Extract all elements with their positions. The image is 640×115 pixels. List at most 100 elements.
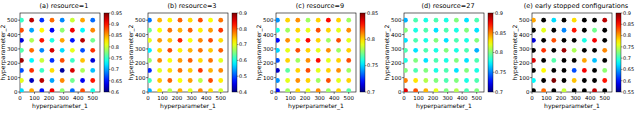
point — [157, 78, 162, 83]
point — [434, 18, 439, 23]
point — [592, 28, 597, 33]
point — [50, 88, 55, 92]
point — [29, 38, 34, 43]
point — [167, 38, 172, 43]
point — [464, 28, 469, 33]
point — [444, 38, 449, 43]
y-axis-label: hyperparameter_2 — [127, 24, 135, 80]
point — [602, 18, 607, 23]
point — [532, 38, 536, 43]
point — [572, 48, 577, 53]
point — [198, 28, 203, 33]
y-tick-label: 400 — [519, 32, 530, 38]
y-tick — [18, 92, 20, 93]
point — [148, 48, 152, 53]
point — [423, 28, 428, 33]
point — [208, 48, 213, 53]
point — [423, 68, 428, 73]
y-tick — [18, 63, 20, 64]
y-tick — [402, 77, 404, 78]
point — [20, 58, 24, 63]
x-tick-label: 400 — [73, 95, 84, 101]
point — [295, 18, 300, 23]
figure: (a) resource=101002003004005000100200300… — [0, 0, 640, 115]
y-tick-label: 100 — [135, 75, 146, 81]
y-tick — [274, 77, 276, 78]
point — [434, 78, 439, 83]
point — [20, 48, 24, 53]
point — [167, 48, 172, 53]
point — [39, 18, 44, 23]
points — [404, 18, 479, 92]
y-tick — [274, 63, 276, 64]
colorbar-tick-label: 0.9 — [623, 10, 631, 16]
point — [90, 78, 95, 83]
y-tick — [146, 92, 148, 93]
point — [562, 48, 567, 53]
point — [70, 48, 75, 53]
point — [188, 88, 193, 92]
title: (e) early stopped configurations — [524, 2, 629, 10]
point — [178, 18, 183, 23]
y-tick-label: 300 — [263, 46, 274, 52]
point — [404, 58, 408, 63]
early-stopped-point — [551, 68, 556, 73]
point — [60, 58, 65, 63]
point — [60, 18, 65, 23]
y-tick-label: 0 — [398, 89, 402, 95]
early-stopped-point — [582, 18, 587, 23]
point — [541, 48, 546, 53]
point — [178, 78, 183, 83]
point — [474, 78, 479, 83]
point — [29, 28, 34, 33]
points — [148, 18, 223, 92]
y-tick — [530, 48, 532, 49]
point — [276, 48, 280, 53]
y-tick — [146, 48, 148, 49]
early-stopped-point — [592, 18, 597, 23]
point — [218, 48, 223, 53]
point — [434, 58, 439, 63]
point — [336, 68, 341, 73]
point — [464, 68, 469, 73]
early-stopped-point — [562, 38, 567, 43]
point — [218, 68, 223, 73]
point — [454, 88, 459, 92]
point — [70, 38, 75, 43]
point — [188, 58, 193, 63]
point — [474, 28, 479, 33]
early-stopped-point — [572, 58, 577, 63]
colorbar-tick-label: 0.65 — [111, 78, 122, 84]
point — [198, 48, 203, 53]
early-stopped-point — [602, 88, 607, 92]
x-tick-label: 200 — [556, 95, 567, 101]
colorbar-tick-label: 0.75 — [111, 55, 122, 61]
colorbar-tick-label: 0.95 — [111, 10, 122, 16]
early-stopped-point — [572, 88, 577, 92]
y-tick — [146, 34, 148, 35]
point — [90, 48, 95, 53]
point — [208, 18, 213, 23]
x-tick-label: 400 — [585, 95, 596, 101]
point — [434, 28, 439, 33]
colorbar — [616, 13, 621, 92]
point — [276, 78, 280, 83]
point — [474, 58, 479, 63]
point — [80, 88, 85, 92]
title: (a) resource=1 — [40, 2, 89, 10]
point — [208, 38, 213, 43]
x-tick-label: 0 — [274, 95, 278, 101]
point — [60, 28, 65, 33]
early-stopped-point — [562, 58, 567, 63]
point — [434, 88, 439, 92]
y-tick — [530, 34, 532, 35]
point — [532, 18, 536, 23]
point — [90, 18, 95, 23]
y-tick — [402, 48, 404, 49]
point — [50, 58, 55, 63]
point — [80, 28, 85, 33]
point — [316, 68, 321, 73]
point — [90, 88, 95, 92]
point — [346, 68, 351, 73]
point — [336, 88, 341, 92]
